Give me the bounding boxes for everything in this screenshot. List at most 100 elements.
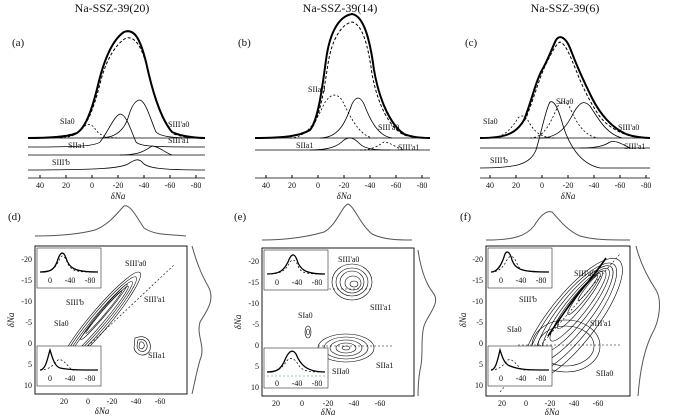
xtick-label: -60	[155, 397, 166, 406]
projection-right-e	[417, 249, 437, 397]
xlabel-a: δNa	[111, 191, 126, 201]
xtick-label: 0	[540, 181, 544, 190]
inset-tick: 0	[499, 276, 503, 285]
xtick-label: 0	[300, 399, 304, 408]
xtick-label: -40	[349, 399, 360, 408]
xtick-label: 40	[36, 181, 44, 190]
inset-upper-d: 0 -40 -80	[36, 247, 102, 289]
spectrum-fit-b	[254, 21, 431, 139]
inset-tick: -80	[312, 379, 323, 388]
xtick-label: 0	[90, 181, 94, 190]
ytick-label: 10	[251, 383, 259, 392]
xtick-label: -80	[417, 181, 428, 190]
peak-label-c-3: SIII'a1	[624, 142, 645, 151]
xtick-label: 20	[272, 399, 280, 408]
peak-label-a-4: SIII'a1	[168, 136, 189, 145]
ytick-label: -10	[472, 297, 483, 306]
peak-label-d-3: SIa0	[54, 319, 69, 328]
xtick-label: 20	[288, 181, 296, 190]
xtick-label: 20	[62, 181, 70, 190]
inset-lower-d: 0 -40 -80	[36, 345, 102, 387]
xlabel-d: δNa	[95, 406, 110, 416]
inset-tick: -80	[85, 374, 96, 383]
xtick-label: 0	[524, 399, 528, 408]
peak-label-c-0: SIa0	[483, 117, 498, 126]
comp-SIII'a0-a	[99, 99, 206, 139]
peak-label-f-1: SIII'b	[519, 295, 537, 304]
comp-SIII'a0-b	[319, 97, 393, 139]
xticks-c: 40 20 0 -20 -40 -60 -80	[486, 175, 651, 190]
inset-tick: 0	[275, 278, 279, 287]
inset-lower-e: 0 -40 -80	[263, 347, 329, 389]
inset-upper-e: 0 -40 -80	[263, 249, 329, 291]
xtick-label: -40	[365, 181, 376, 190]
xticks-e: 20 0 -20 -40 -60	[272, 399, 385, 408]
xtick-label: -60	[375, 399, 386, 408]
inset-tick: -40	[65, 374, 76, 383]
projection-right-f	[635, 245, 660, 397]
peak-label-c-1: SIIa0	[556, 97, 573, 106]
xtick-label: -20	[339, 181, 350, 190]
panel-label-b: (b)	[238, 37, 251, 49]
comp-SIII'b-a	[27, 159, 206, 171]
xtick-label: 40	[486, 181, 494, 190]
peak-label-e-0: SIII'a0	[338, 255, 359, 264]
comp-SIIa0-b	[289, 94, 373, 139]
ytick-label: 0	[479, 339, 483, 348]
panel-c: (c) SIa0 SIIa0 SIII'a0 SIII'a1 SIII'b 40…	[465, 36, 651, 201]
xtick-label: 40	[262, 181, 270, 190]
inset-tick: -40	[292, 278, 303, 287]
peak-label-d-4: SIIa1	[148, 351, 165, 360]
xticks-d: 20 0 -20 -40 -60	[60, 397, 165, 406]
comp-SIIa0-c	[529, 101, 599, 139]
inset-tick: -80	[312, 278, 323, 287]
yticks-f: -20 -15 -10 -5 0 5 10	[472, 255, 483, 390]
inset-tick: 0	[275, 379, 279, 388]
ytick-label: 5	[255, 362, 259, 371]
peak-label-d-2: SIII'a1	[144, 295, 165, 304]
ylabel-e: δNa	[233, 314, 243, 329]
inset-tick: -40	[65, 276, 76, 285]
title-b: Na-SSZ-39(14)	[303, 1, 378, 15]
panel-d: (d) 0 -40 -80	[6, 205, 212, 416]
ytick-label: -5	[252, 320, 259, 329]
xtick-label: -40	[569, 399, 580, 408]
title-c: Na-SSZ-39(6)	[531, 1, 600, 15]
xlabel-b: δNa	[337, 191, 352, 201]
xtick-label: -60	[391, 181, 402, 190]
comp-SIII'a1-a	[119, 145, 173, 156]
inset-tick: -80	[85, 276, 96, 285]
peak-label-b-0: SIIa0	[308, 85, 325, 94]
panel-e: (e) 0 -40 -80	[233, 203, 437, 417]
xtick-label: -40	[131, 397, 142, 406]
xtick-label: -20	[563, 181, 574, 190]
peak-label-a-0: SIa0	[60, 117, 75, 126]
xtick-label: 20	[60, 397, 68, 406]
panel-label-d: (d)	[8, 211, 21, 223]
inset-tick: 0	[48, 276, 52, 285]
ytick-label: -10	[248, 299, 259, 308]
xtick-label: -40	[589, 181, 600, 190]
ytick-label: -10	[21, 297, 32, 306]
contours-e	[304, 263, 375, 363]
ytick-label: -20	[472, 255, 483, 264]
ytick-label: 10	[475, 381, 483, 390]
xtick-label: -60	[615, 181, 626, 190]
comp-SIII'a1-c	[579, 141, 631, 149]
projection-right-d	[191, 245, 212, 395]
comp-SIIa1-a	[27, 113, 206, 148]
inset-tick: 0	[499, 374, 503, 383]
ytick-label: 5	[479, 360, 483, 369]
xtick-label: -80	[191, 181, 202, 190]
ytick-label: 0	[28, 339, 32, 348]
inset-tick: 0	[48, 374, 52, 383]
yticks-e: -20 -15 -10 -5 0 5 10	[248, 257, 259, 392]
panel-f: (f) 0 -40 -80	[458, 211, 660, 417]
peak-label-d-1: SIII'b	[66, 298, 84, 307]
inset-lower-f: 0 -40 -80	[487, 345, 553, 387]
xtick-label: -80	[641, 181, 652, 190]
peak-label-d-0: SIII'a0	[125, 259, 146, 268]
ylabel-d: δNa	[6, 312, 16, 327]
xtick-label: -20	[113, 181, 124, 190]
